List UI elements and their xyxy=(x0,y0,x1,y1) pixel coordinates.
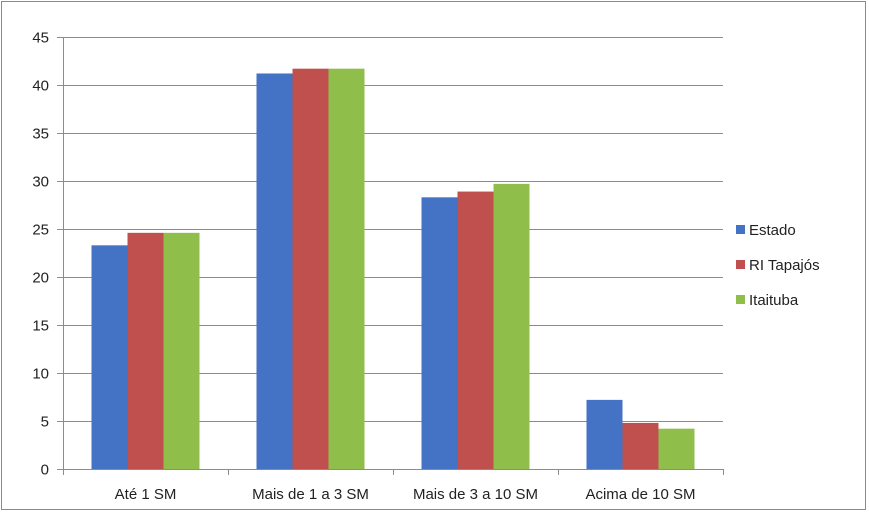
legend-swatch xyxy=(736,260,745,269)
y-tick-label: 15 xyxy=(32,318,49,335)
y-axis: 0 5 10 15 20 25 30 35 40 45 xyxy=(32,30,64,479)
legend-swatch xyxy=(736,225,745,234)
bar-estado-1 xyxy=(256,73,293,469)
bar-estado-2 xyxy=(421,197,458,469)
x-axis: Até 1 SM Mais de 1 a 3 SM Mais de 3 a 10 S… xyxy=(63,469,724,503)
bar-itaituba-3 xyxy=(658,428,695,469)
y-tick-label: 35 xyxy=(32,126,49,143)
bar-itaituba-0 xyxy=(163,232,200,469)
legend-label: RI Tapajós xyxy=(749,257,820,274)
bar-itaituba-2 xyxy=(493,183,530,469)
legend-label: Itaituba xyxy=(749,292,799,309)
bar-ri-tapaj-s-1 xyxy=(292,68,329,470)
bar-itaituba-1 xyxy=(328,68,365,470)
x-category-label: Mais de 1 a 3 SM xyxy=(252,486,369,503)
x-category-label: Até 1 SM xyxy=(115,486,177,503)
bar-ri-tapaj-s-3 xyxy=(622,422,659,469)
x-category-label: Acima de 10 SM xyxy=(585,486,695,503)
bars xyxy=(91,68,695,470)
bar-estado-3 xyxy=(586,399,623,469)
y-tick-label: 5 xyxy=(41,414,49,431)
y-tick-label: 30 xyxy=(32,174,49,191)
bar-estado-0 xyxy=(91,245,128,469)
x-category-label: Mais de 3 a 10 SM xyxy=(413,486,538,503)
y-tick-label: 0 xyxy=(41,462,49,479)
y-tick-label: 25 xyxy=(32,222,49,239)
legend: Estado RI Tapajós Itaituba xyxy=(736,222,820,309)
y-tick-label: 10 xyxy=(32,366,49,383)
bar-ri-tapaj-s-0 xyxy=(127,232,164,469)
y-tick-label: 45 xyxy=(32,30,49,47)
y-tick-label: 40 xyxy=(32,78,49,95)
legend-swatch xyxy=(736,295,745,304)
legend-label: Estado xyxy=(749,222,796,239)
bar-ri-tapaj-s-2 xyxy=(457,191,494,469)
y-tick-label: 20 xyxy=(32,270,49,287)
